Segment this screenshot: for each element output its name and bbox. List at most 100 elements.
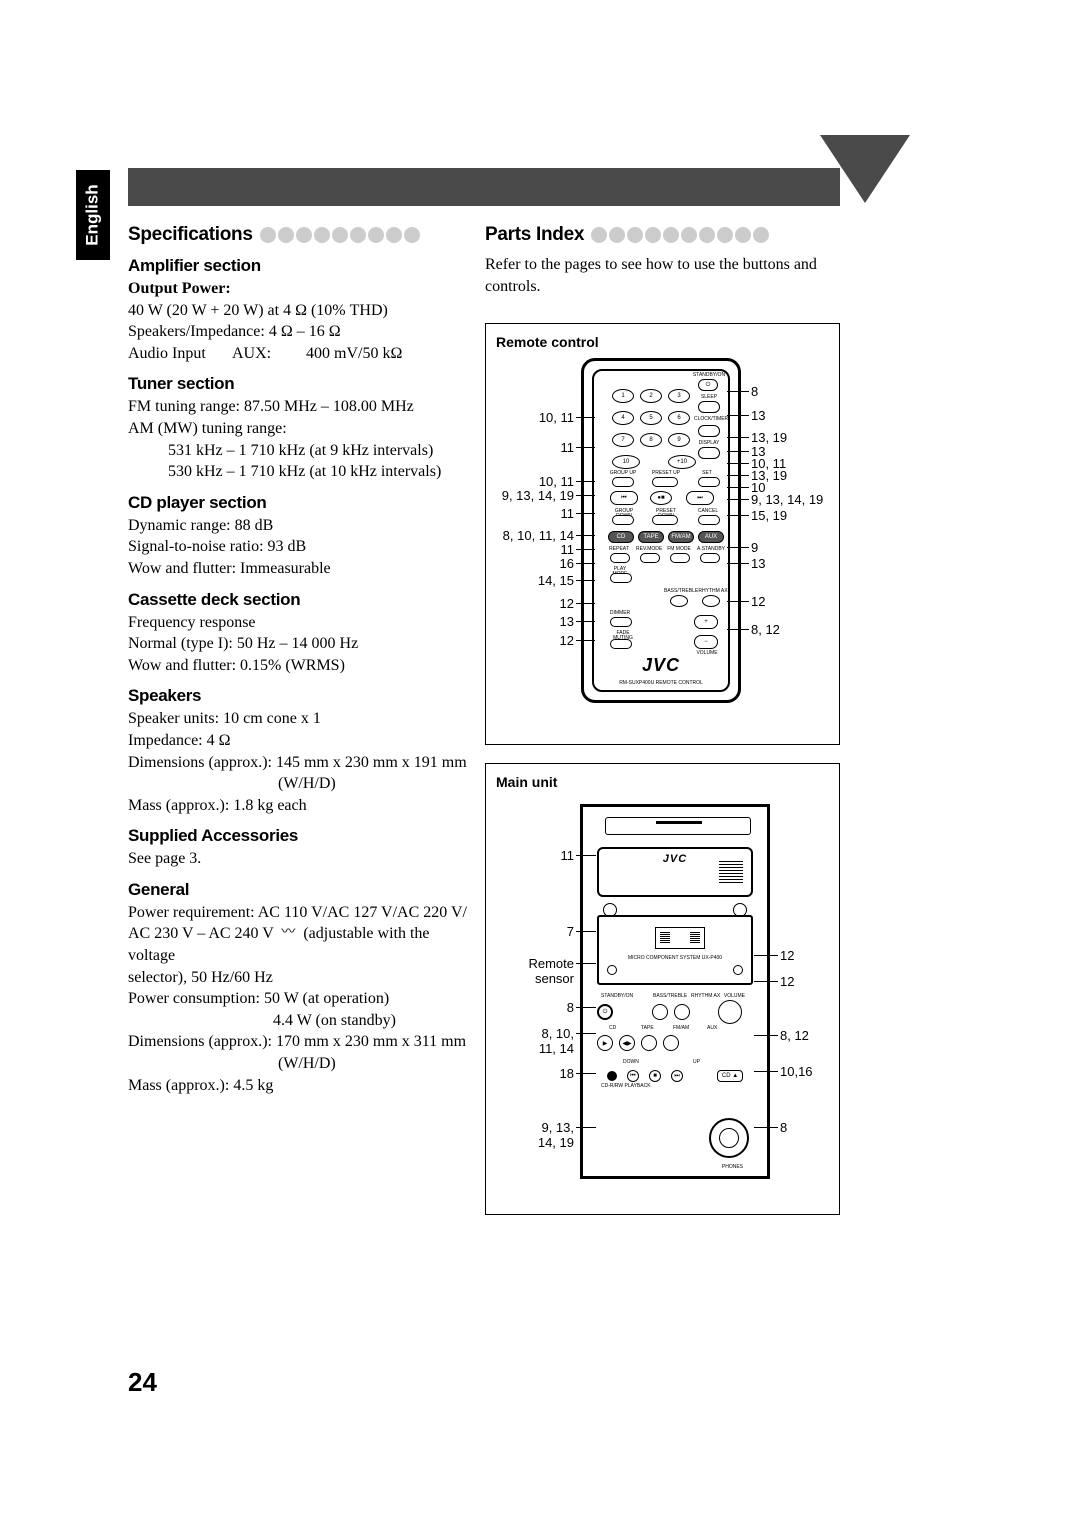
callout-page-ref: 11 xyxy=(496,506,574,521)
remote-button-icon xyxy=(698,477,720,487)
remote-button-icon xyxy=(610,573,632,583)
prev-button-icon: ⏮ xyxy=(627,1070,639,1082)
remote-outline: STANDBY/ON⏻12345678910+10SLEEPCLOCK/TIME… xyxy=(581,358,741,703)
remote-button-icon: 10 xyxy=(612,455,640,469)
callout-page-ref: 8 xyxy=(751,384,841,399)
cassette-door-icon: MICRO COMPONENT SYSTEM UX-P400 xyxy=(597,915,753,985)
tape-source-button-icon: ◀▶ xyxy=(619,1035,635,1051)
callout-page-ref: 12 xyxy=(496,596,574,611)
remote-label: PRESET UP xyxy=(648,471,684,476)
spec-text: (W/H/D) xyxy=(128,1053,473,1075)
remote-button-icon xyxy=(612,477,634,487)
remote-button-icon: 3 xyxy=(668,389,690,403)
spec-text: Dimensions (approx.): 145 mm x 230 mm x … xyxy=(128,752,473,774)
remote-button-icon xyxy=(698,515,720,525)
display-panel-icon: JVC xyxy=(597,847,753,897)
spec-text: selector), 50 Hz/60 Hz xyxy=(128,967,473,989)
spec-text: Dimensions (approx.): 170 mm x 230 mm x … xyxy=(128,1031,473,1053)
remote-label: DIMMER xyxy=(606,611,634,616)
callout-page-ref: Remotesensor xyxy=(496,956,574,986)
spec-text: Frequency response xyxy=(128,612,473,634)
remote-button-icon xyxy=(652,515,678,525)
remote-button-icon xyxy=(670,553,690,563)
callout-page-ref: 9, 13, 14, 19 xyxy=(496,488,574,503)
callout-page-ref: 13 xyxy=(496,614,574,629)
spec-text: Speaker units: 10 cm cone x 1 xyxy=(128,708,473,730)
remote-button-icon: 2 xyxy=(640,389,662,403)
spec-text: 531 kHz – 1 710 kHz (at 9 kHz intervals) xyxy=(128,440,473,462)
spec-text: Power requirement: AC 110 V/AC 127 V/AC … xyxy=(128,902,473,924)
spec-text: Audio Input AUX: 400 mV/50 kΩ xyxy=(128,343,473,365)
remote-label: A.STANDBY xyxy=(696,547,726,552)
amplifier-section-title: Amplifier section xyxy=(128,256,473,276)
spec-text: Speakers/Impedance: 4 Ω – 16 Ω xyxy=(128,321,473,343)
remote-button-icon xyxy=(640,553,660,563)
remote-button-icon: CD xyxy=(608,531,634,543)
callout-page-ref: 9 xyxy=(751,540,841,555)
callout-page-ref: 18 xyxy=(496,1066,574,1081)
callout-page-ref: 14, 15 xyxy=(496,573,574,588)
remote-button-icon: 8 xyxy=(640,433,662,447)
remote-button-icon xyxy=(698,401,720,413)
jog-dial-icon xyxy=(709,1118,749,1158)
callout-page-ref: 13, 19 xyxy=(751,430,841,445)
spec-text: Mass (approx.): 1.8 kg each xyxy=(128,795,473,817)
remote-button-icon: FM/AM xyxy=(668,531,694,543)
spec-text: Dynamic range: 88 dB xyxy=(128,515,473,537)
general-section-title: General xyxy=(128,880,473,900)
callout-page-ref: 7 xyxy=(496,924,574,939)
callout-page-ref: 9, 13, 14, 19 xyxy=(751,492,841,507)
callout-page-ref: 8, 12 xyxy=(751,622,841,637)
remote-control-diagram: Remote control STANDBY/ON⏻12345678910+10… xyxy=(485,323,840,745)
standby-button-icon: ⏻ xyxy=(597,1004,613,1020)
callout-page-ref: 11 xyxy=(496,542,574,557)
remote-button-icon: AUX xyxy=(698,531,724,543)
bass-treble-button-icon xyxy=(652,1004,668,1020)
remote-button-icon: 6 xyxy=(668,411,690,425)
callout-page-ref: 15, 19 xyxy=(751,508,841,523)
cd-section-title: CD player section xyxy=(128,493,473,513)
callout-page-ref: 10, 11 xyxy=(496,474,574,489)
remote-button-icon: TAPE xyxy=(638,531,664,543)
remote-button-icon: ●■ xyxy=(650,491,672,505)
spec-text: AC 230 V – AC 240 V 〰 (adjustable with t… xyxy=(128,923,473,966)
corner-triangle-icon xyxy=(820,135,910,203)
callout-page-ref: 12 xyxy=(496,633,574,648)
remote-button-icon xyxy=(702,595,720,607)
remote-model-text: RM-SUXP400U REMOTE CONTROL xyxy=(584,680,738,686)
remote-button-icon: 4 xyxy=(612,411,634,425)
jvc-logo: JVC xyxy=(599,853,751,865)
callout-page-ref: 8 xyxy=(780,1120,840,1135)
spec-text: Impedance: 4 Ω xyxy=(128,730,473,752)
main-unit-diagram-title: Main unit xyxy=(496,774,829,790)
next-button-icon: ⏭ xyxy=(671,1070,683,1082)
remote-button-icon: 7 xyxy=(612,433,634,447)
remote-button-icon xyxy=(698,447,720,459)
callout-page-ref: 8, 10, 11, 14 xyxy=(496,528,574,543)
output-power-label: Output Power: xyxy=(128,278,473,300)
main-unit-diagram: Main unit JVC MICRO COMPONENT SYSTEM UX-… xyxy=(485,763,840,1215)
remote-button-icon: 5 xyxy=(640,411,662,425)
language-tab: English xyxy=(76,170,110,260)
remote-button-icon xyxy=(610,553,630,563)
callout-page-ref: 8 xyxy=(496,1000,574,1015)
remote-label: BASS/TREBLE xyxy=(664,589,694,594)
fmam-source-button-icon xyxy=(641,1035,657,1051)
remote-button-icon xyxy=(652,477,678,487)
callout-page-ref: 12 xyxy=(780,974,840,989)
aux-source-button-icon xyxy=(663,1035,679,1051)
main-unit-outline: JVC MICRO COMPONENT SYSTEM UX-P400 STAND… xyxy=(580,804,770,1179)
tuner-section-title: Tuner section xyxy=(128,374,473,394)
spec-text: Power consumption: 50 W (at operation) xyxy=(128,988,473,1010)
remote-button-icon: 1 xyxy=(612,389,634,403)
remote-label: FM MODE xyxy=(666,547,692,552)
remote-label: STANDBY/ON xyxy=(692,373,726,378)
remote-button-icon xyxy=(698,425,720,437)
remote-label: CANCEL xyxy=(694,509,722,514)
callout-page-ref: 12 xyxy=(780,948,840,963)
parts-index-intro: Refer to the pages to see how to use the… xyxy=(485,254,840,297)
remote-label: SET xyxy=(694,471,720,476)
remote-label: DISPLAY xyxy=(694,441,724,446)
remote-button-icon: ⏻ xyxy=(698,379,718,391)
spec-text: 4.4 W (on standby) xyxy=(128,1010,473,1032)
